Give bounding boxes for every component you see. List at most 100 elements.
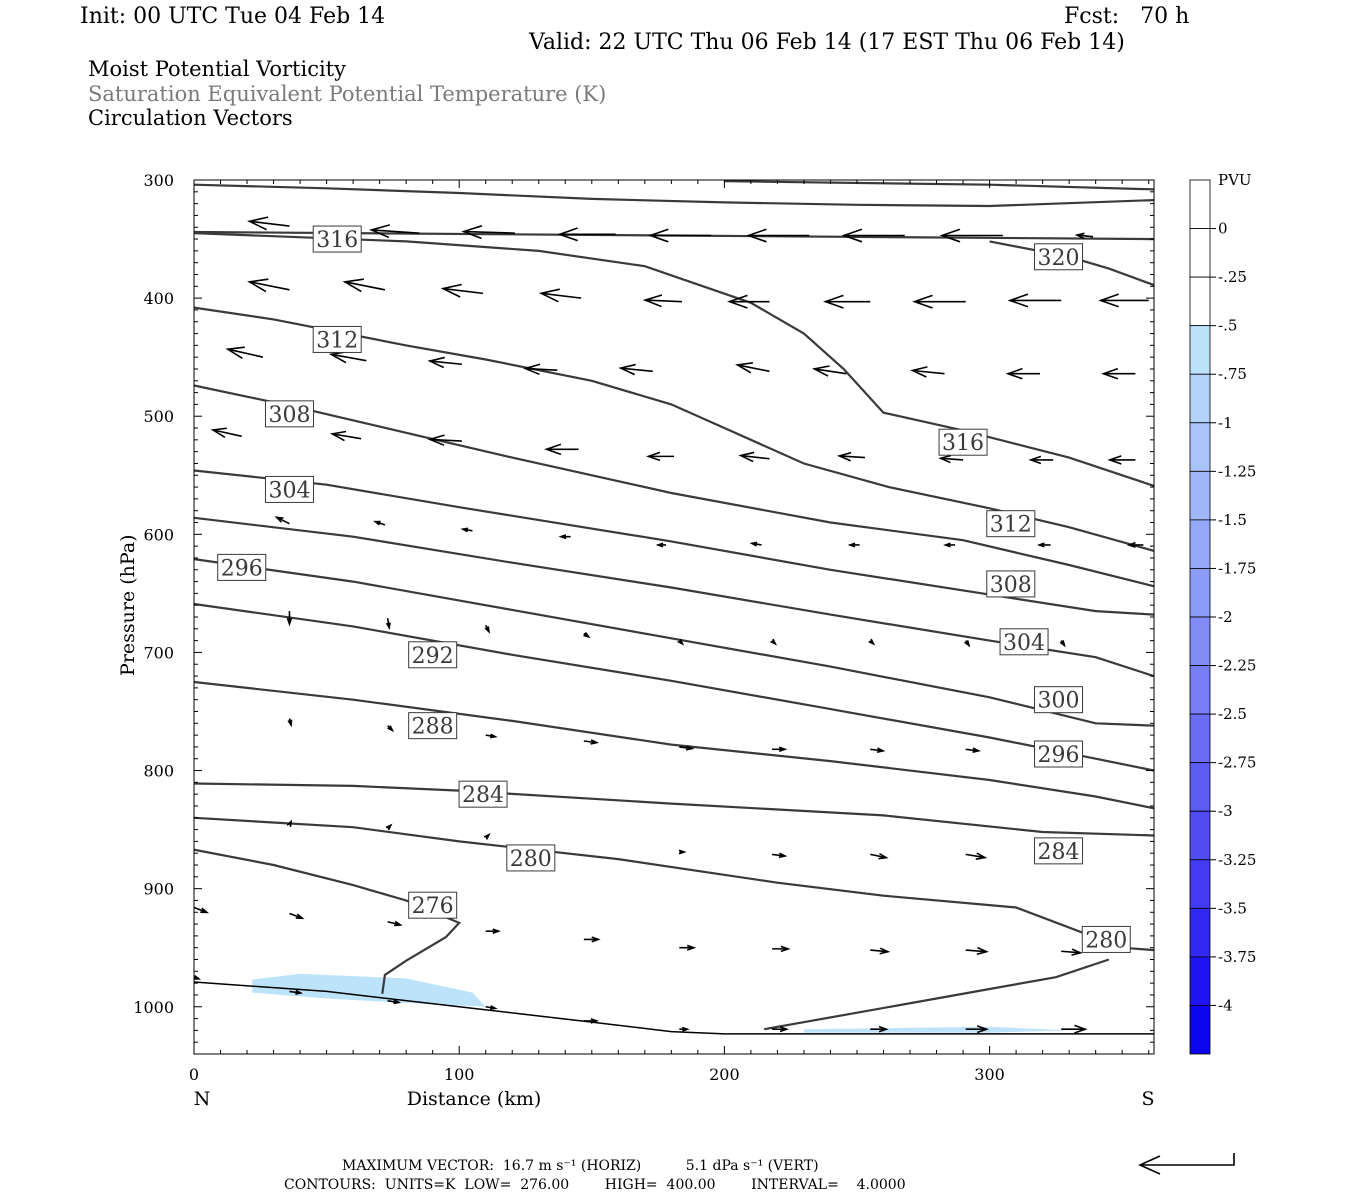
colorbar-label: -.5 (1218, 317, 1237, 335)
vector-head (645, 451, 661, 462)
vector-head (329, 430, 347, 442)
plot-frame (193, 179, 1155, 1055)
vector-head (779, 1026, 789, 1033)
circulation-vector (677, 638, 685, 646)
contours-note: CONTOURS: UNITS=K LOW= 276.00 HIGH= 400.… (284, 1177, 906, 1193)
contour-label-box (312, 225, 362, 253)
vector-head (912, 294, 933, 309)
circulation-vector (868, 638, 876, 646)
contour-label: 288 (412, 715, 454, 740)
vector-head (590, 1018, 600, 1024)
vector-head (1107, 455, 1122, 465)
contour-296-9 (194, 558, 1154, 727)
vector-shaft (839, 455, 865, 459)
colorbar-label: -3.25 (1218, 851, 1256, 869)
contour-label-box (264, 475, 314, 503)
vector-head (976, 946, 989, 955)
vector-head (735, 361, 753, 374)
circulation-vector (870, 947, 891, 955)
contour-label: 296 (1038, 743, 1080, 768)
colorbar-label: 0 (1218, 220, 1228, 238)
vector-shaft (1076, 234, 1094, 238)
contour-label-box (938, 428, 988, 456)
colorbar-cell (1189, 713, 1211, 764)
vector-head (225, 346, 245, 359)
vector-head (489, 1005, 498, 1011)
vector-head (778, 746, 788, 753)
x-tick-label: 0 (189, 1065, 199, 1084)
circulation-vector (618, 363, 653, 376)
vector-head (286, 617, 293, 627)
colorbar-cell (1189, 762, 1211, 812)
colorbar-cell (1189, 956, 1211, 1006)
vector-head (368, 224, 391, 239)
y-tick-label: 900 (143, 880, 174, 899)
contour-label: 316 (942, 431, 984, 456)
circulation-vector (484, 624, 490, 634)
contour-316-3 (989, 240, 1154, 287)
vector-head (460, 527, 469, 533)
vector-head (770, 638, 778, 646)
contour-label: 300 (1038, 689, 1080, 714)
contour-label-box (1034, 686, 1084, 714)
contour-label-box (264, 400, 314, 428)
circulation-vector (583, 739, 600, 745)
vector-head (247, 216, 269, 231)
vector-head (964, 640, 971, 648)
circulation-vector (583, 632, 591, 639)
vector-shaft (1061, 950, 1081, 954)
y-tick-label: 400 (143, 289, 174, 308)
vector-head (295, 989, 304, 995)
plot-area (194, 180, 1154, 1035)
reference-vector-shaft (1140, 1153, 1235, 1166)
colorbar-cell (1189, 422, 1211, 472)
circulation-vector (727, 294, 770, 309)
vector-shaft (912, 369, 945, 375)
circulation-vector (1007, 293, 1062, 308)
vector-head (1059, 640, 1066, 648)
colorbar-label: -3.5 (1218, 899, 1247, 917)
vector-head (1071, 948, 1083, 956)
circulation-vector (746, 228, 810, 243)
vector-head (558, 534, 567, 540)
vector-head (878, 852, 889, 860)
colorbar-label: -1.75 (1218, 559, 1256, 577)
contour-label-box (408, 891, 458, 919)
circulation-vector (678, 849, 687, 855)
circulation-vector (342, 278, 386, 293)
contour-label-box (1034, 740, 1084, 768)
circulation-vector (965, 1025, 989, 1034)
vector-head (591, 936, 601, 943)
circulation-vector (1036, 542, 1051, 548)
colorbar-cell (1189, 325, 1211, 375)
vector-shaft (870, 853, 887, 859)
circulation-vector (965, 747, 981, 753)
colorbar-unit: PVU (1218, 171, 1252, 189)
y-tick-label: 800 (143, 762, 174, 781)
vector-head (836, 451, 852, 462)
vector-head (287, 719, 293, 728)
forecast-hour: Fcst: 70 h (1064, 4, 1190, 29)
vector-head (811, 365, 830, 377)
circulation-vector (772, 852, 788, 859)
vector-shaft (870, 949, 888, 953)
contour-label: 304 (268, 478, 310, 503)
vector-shaft (429, 438, 462, 442)
circulation-vector (485, 1005, 498, 1011)
vector-shaft (463, 230, 515, 234)
circulation-vector (1061, 1024, 1088, 1034)
colorbar-label: -1.5 (1218, 511, 1247, 529)
contour-label-box (999, 628, 1049, 656)
circulation-vector (368, 224, 420, 239)
contour-label: 312 (316, 328, 358, 353)
vector-head (780, 945, 791, 953)
vector-head (976, 1025, 989, 1034)
contour-label: 312 (990, 513, 1032, 538)
vector-head (655, 542, 664, 548)
vector-head (746, 228, 767, 243)
circulation-vector (1107, 455, 1136, 465)
circulation-vector (286, 611, 293, 627)
circulation-vector (738, 451, 770, 463)
circulation-vector (460, 527, 473, 533)
contour-label: 284 (462, 783, 504, 808)
